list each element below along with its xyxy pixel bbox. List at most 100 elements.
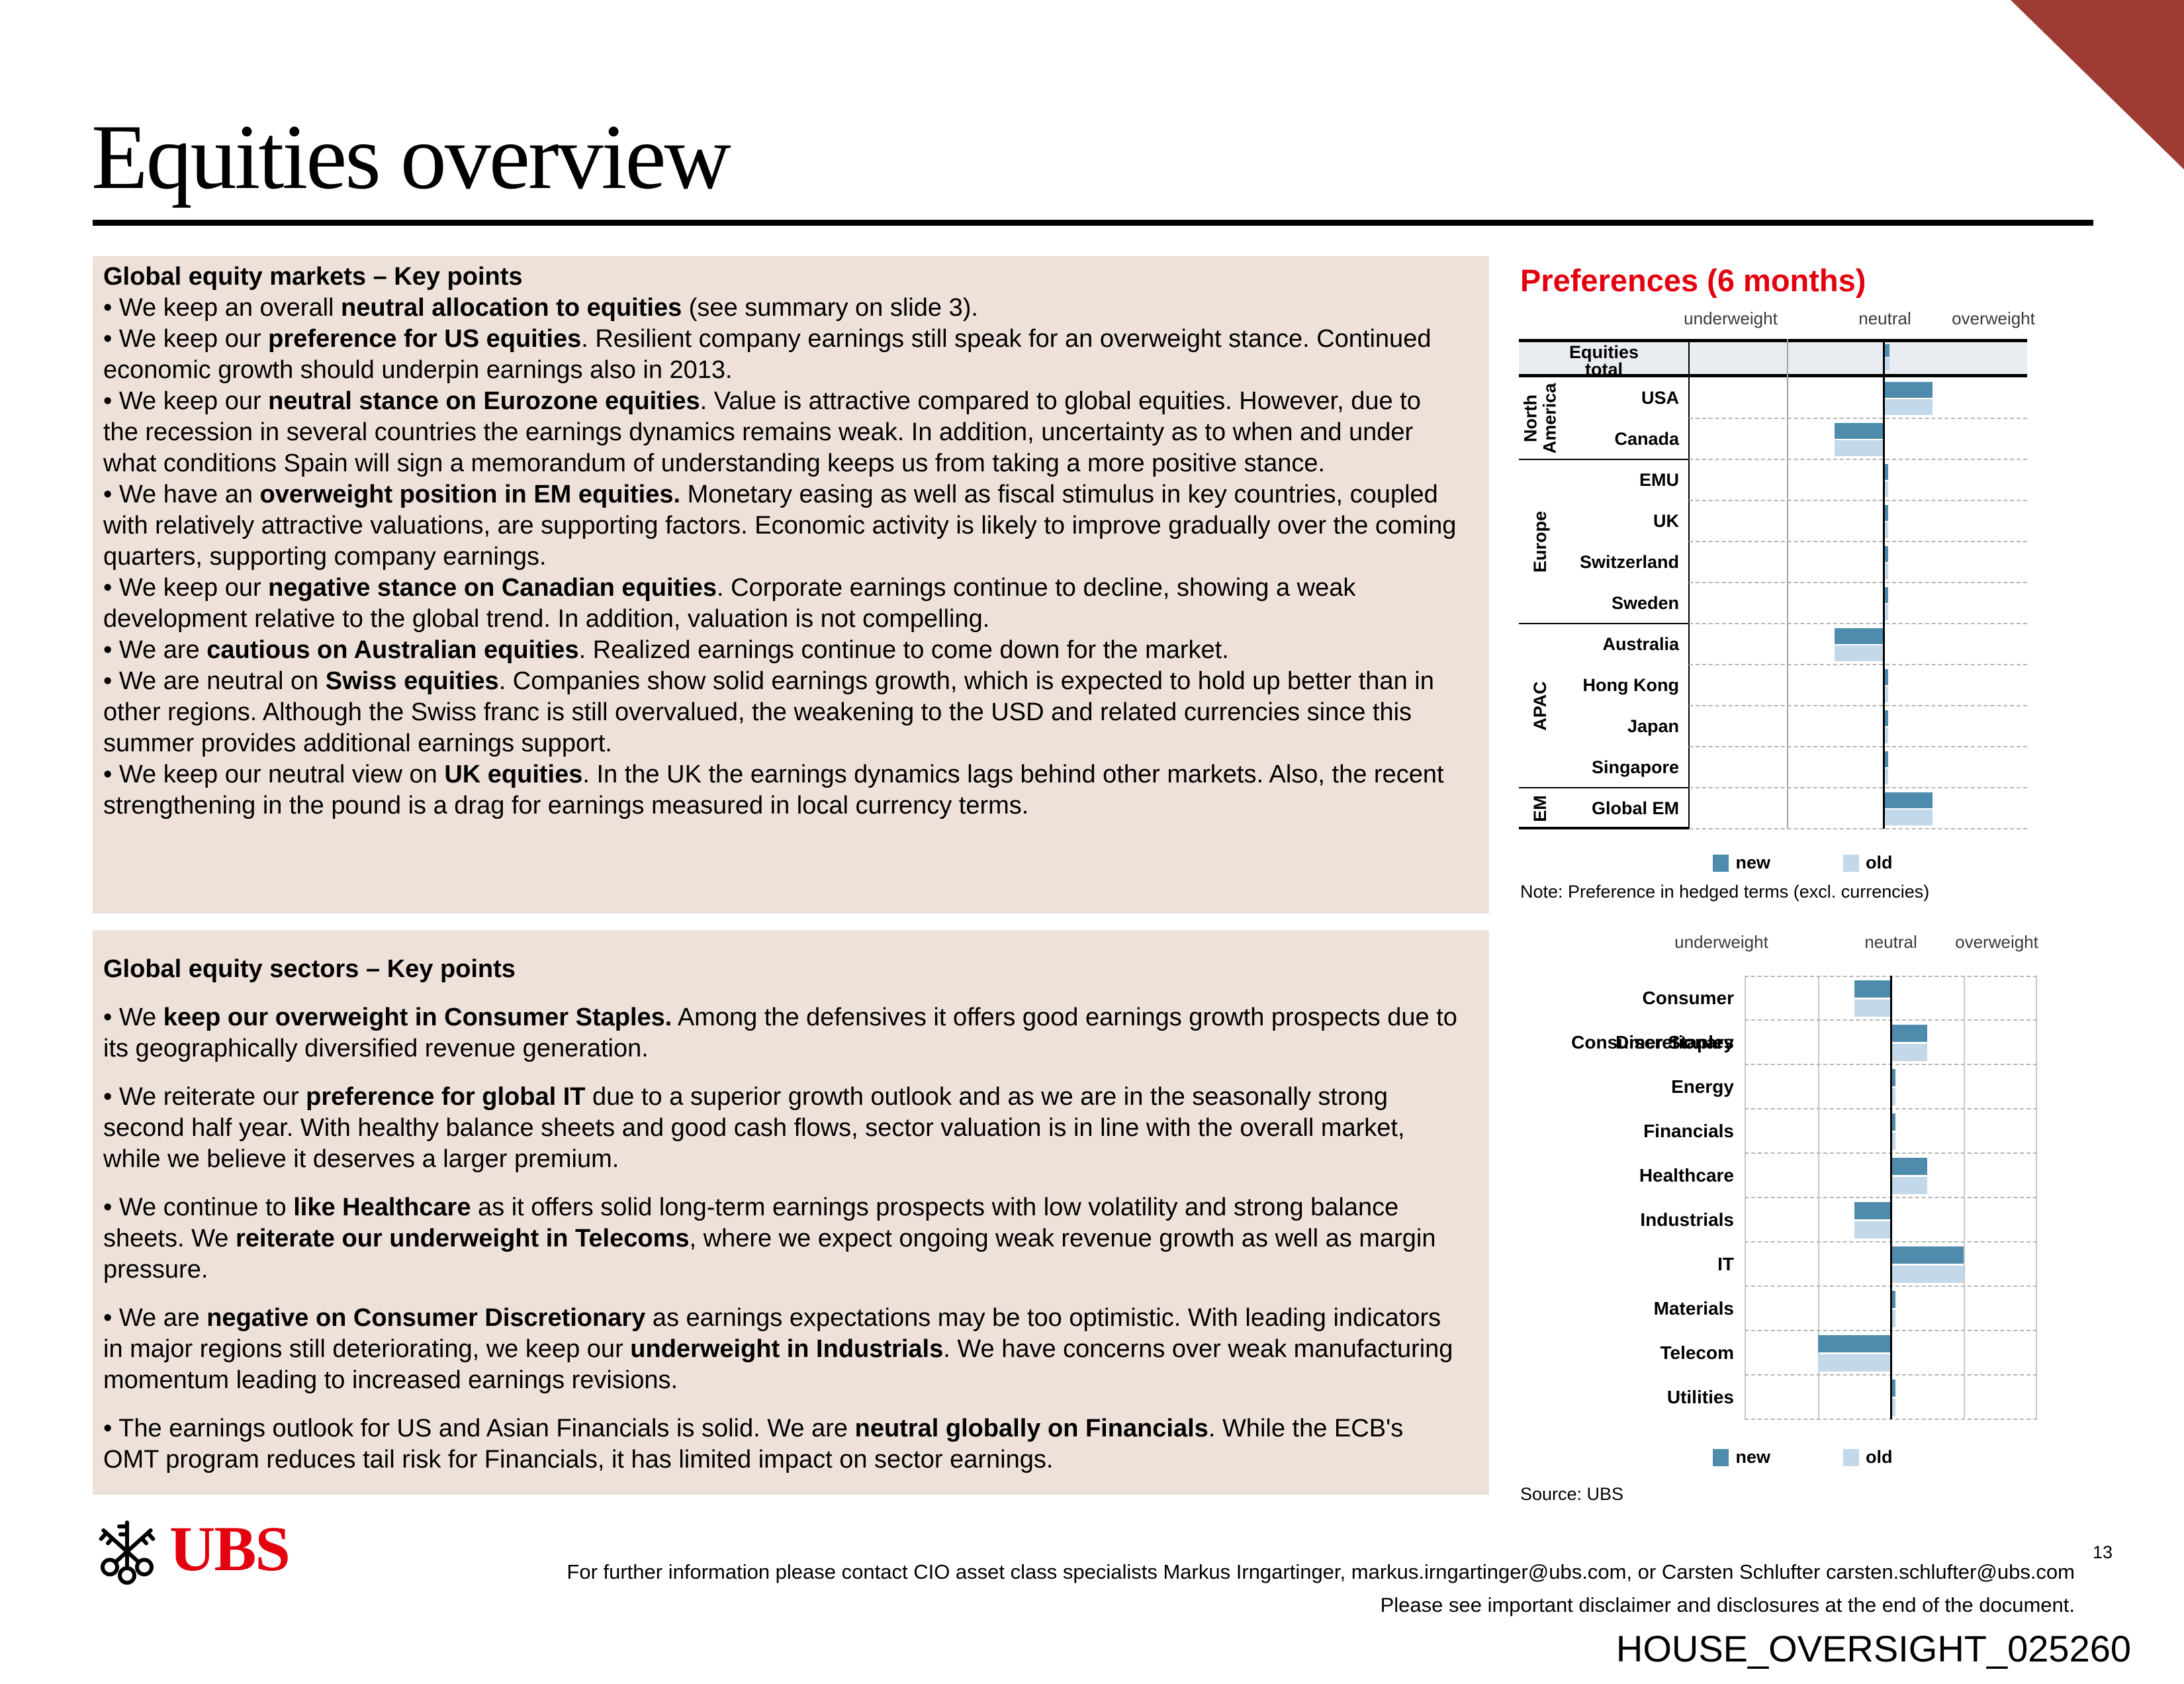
region-group-label-wrap: APAC (1519, 624, 1561, 788)
sector-bar-new (1891, 1291, 1895, 1308)
row-separator (1689, 500, 2027, 501)
legend-label-old: old (1866, 1447, 1893, 1467)
sector-row-label: Energy (1671, 1076, 1734, 1097)
region-bar-old (1884, 563, 1889, 579)
region-bar-old (1884, 810, 1933, 825)
corner-accent-triangle (2011, 0, 2184, 169)
region-axis-label-underweight: underweight (1684, 308, 1778, 328)
row-separator (1689, 746, 2027, 747)
ubs-keys-icon (99, 1520, 156, 1585)
region-row-label: Global EM (1591, 798, 1679, 818)
region-bar-old (1835, 645, 1884, 661)
sector-legend-item-old: old (1843, 1447, 1893, 1468)
sector-row-label: Financials (1643, 1121, 1734, 1141)
region-bar-old (1884, 686, 1889, 702)
region-bar-new (1884, 382, 1933, 398)
region-bar-old (1884, 357, 1889, 370)
region-group-label-wrap: Europe (1519, 459, 1561, 624)
row-separator (1689, 459, 2027, 460)
region-row-label: Australia (1602, 634, 1679, 654)
sector-axis-label-neutral: neutral (1864, 932, 1917, 952)
region-chart-note: Note: Preference in hedged terms (excl. … (1520, 882, 1930, 902)
sector-axis-label-underweight: underweight (1674, 932, 1768, 952)
sectors-bullet: • We reiterate our preference for global… (103, 1083, 1405, 1173)
region-group-label-wrap: North America (1519, 377, 1561, 459)
region-group-label-wrap: EM (1519, 788, 1561, 829)
sector-bar-old (1891, 1133, 1895, 1150)
sector-bar-new (1891, 1069, 1895, 1086)
row-separator (1689, 787, 2027, 788)
sector-bar-new (1818, 1335, 1891, 1352)
markets-bullet: • We have an overweight position in EM e… (103, 481, 1457, 571)
markets-bullets: • We keep an overall neutral allocation … (103, 293, 1459, 821)
region-row-label: Switzerland (1579, 552, 1679, 572)
region-legend-item-new: new (1713, 853, 1770, 873)
region-row-label: Hong Kong (1582, 675, 1679, 695)
group-separator (1519, 623, 1689, 624)
sector-bar-new (1891, 1246, 1964, 1264)
sector-row-label: Materials (1653, 1298, 1734, 1319)
ubs-wordmark: UBS (169, 1513, 291, 1584)
sectors-bullet: • The earnings outlook for US and Asian … (103, 1415, 1404, 1474)
region-axis-label-overweight: overweight (1952, 308, 2035, 328)
sectors-heading: Global equity sectors – Key points (103, 955, 516, 983)
markets-keypoints-box: Global equity markets – Key points • We … (93, 256, 1489, 913)
sectors-bullet: • We keep our overweight in Consumer Sta… (103, 1004, 1457, 1062)
region-preferences-chart: Equities total USA Canada EMU UK Switzerland S… (1519, 339, 2027, 829)
sector-bar-old (1854, 1221, 1891, 1239)
grid-line (1787, 339, 1788, 829)
markets-bullet: • We keep our neutral view on UK equitie… (103, 761, 1444, 819)
region-group-label: North America (1520, 383, 1560, 454)
region-row-label: USA (1641, 388, 1679, 408)
region-bar-new (1884, 546, 1889, 562)
region-row-label: Sweden (1611, 593, 1679, 613)
region-axis-label-neutral: neutral (1858, 308, 1911, 328)
sectors-bullets: • We keep our overweight in Consumer Sta… (103, 1002, 1459, 1475)
sector-chart-source: Source: UBS (1520, 1484, 1624, 1504)
markets-bullet: • We keep our neutral stance on Eurozone… (103, 387, 1421, 477)
region-bar-old (1884, 769, 1889, 784)
sector-bar-old (1891, 1088, 1895, 1105)
region-bar-new (1884, 587, 1889, 603)
sector-bar-old (1891, 1399, 1895, 1416)
sector-legend-item-new: new (1713, 1447, 1770, 1468)
sector-bar-new (1891, 1158, 1927, 1175)
region-group-label: APAC (1529, 680, 1550, 731)
row-separator (1689, 582, 2027, 583)
region-bar-new (1884, 505, 1889, 521)
region-bar-new (1884, 669, 1889, 685)
sector-preferences-chart: Consumer Discretionary Consumer Staples En… (1519, 976, 2037, 1420)
region-bar-old (1884, 522, 1889, 538)
region-row-label: Japan (1627, 716, 1679, 736)
page-number: 13 (2092, 1542, 2113, 1562)
sector-axis-label-overweight: overweight (1955, 932, 2038, 952)
title-rule (93, 220, 2093, 226)
footer-disclaimer-line: Please see important disclaimer and disc… (1380, 1593, 2075, 1616)
neutral-axis-line (1890, 976, 1892, 1419)
footer: For further information please contact C… (567, 1556, 2075, 1622)
region-row-label: EMU (1639, 470, 1679, 490)
region-bar-new (1884, 792, 1933, 808)
markets-bullet: • We are cautious on Australian equities… (103, 636, 1229, 664)
document-watermark: HOUSE_OVERSIGHT_025260 (1615, 1628, 2131, 1669)
sector-bar-old (1891, 1177, 1927, 1194)
footer-contact-line: For further information please contact C… (567, 1560, 2075, 1583)
region-row-label: Canada (1614, 429, 1679, 449)
sector-bar-new (1854, 980, 1891, 998)
sector-bar-new (1891, 1113, 1895, 1131)
row-separator (1689, 828, 2027, 829)
group-separator (1519, 787, 1689, 788)
legend-swatch-new-icon (1713, 1448, 1729, 1466)
label-column-border (1688, 339, 1690, 829)
legend-label-old: old (1866, 853, 1893, 872)
row-separator (1689, 664, 2027, 665)
region-legend-item-old: old (1843, 853, 1893, 873)
sector-bar-old (1891, 1266, 1964, 1283)
sector-row-label: Healthcare (1639, 1165, 1734, 1186)
sectors-bullet: • We are negative on Consumer Discretion… (103, 1304, 1453, 1394)
slide-title: Equities overview (91, 106, 731, 209)
sector-legend: new old (1549, 1447, 2057, 1468)
region-bar-old (1884, 727, 1889, 743)
region-bar-old (1884, 399, 1933, 415)
sector-bar-old (1891, 1310, 1895, 1327)
